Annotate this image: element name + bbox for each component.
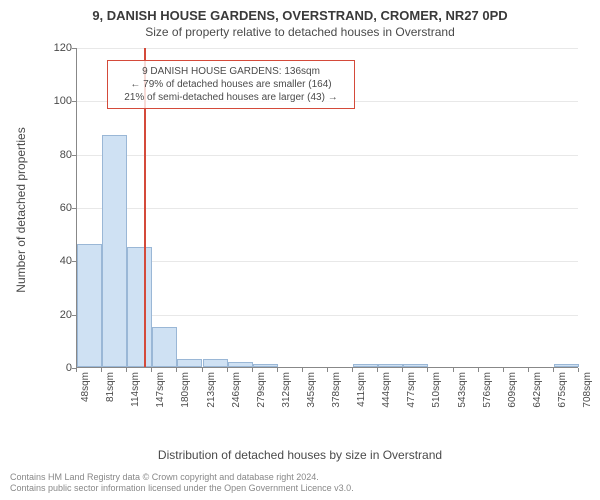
x-tick-mark bbox=[453, 368, 454, 372]
y-tick-mark bbox=[72, 155, 76, 156]
y-tick-label: 100 bbox=[42, 95, 72, 107]
histogram-bar bbox=[554, 364, 579, 367]
x-axis-label: Distribution of detached houses by size … bbox=[0, 448, 600, 462]
x-tick-label: 279sqm bbox=[256, 372, 267, 408]
y-tick-mark bbox=[72, 208, 76, 209]
x-tick-label: 246sqm bbox=[231, 372, 242, 408]
x-tick-label: 642sqm bbox=[532, 372, 543, 408]
x-tick-label: 81sqm bbox=[105, 372, 116, 402]
plot-wrap: 9 DANISH HOUSE GARDENS: 136sqm ← 79% of … bbox=[58, 48, 578, 398]
histogram-bar bbox=[77, 244, 102, 367]
x-tick-label: 510sqm bbox=[431, 372, 442, 408]
x-tick-mark bbox=[553, 368, 554, 372]
x-tick-label: 147sqm bbox=[155, 372, 166, 408]
y-tick-label: 120 bbox=[42, 42, 72, 54]
x-tick-mark bbox=[377, 368, 378, 372]
x-tick-label: 312sqm bbox=[281, 372, 292, 408]
annotation-line-2: ← 79% of detached houses are smaller (16… bbox=[114, 78, 348, 91]
x-tick-mark bbox=[227, 368, 228, 372]
y-tick-label: 60 bbox=[42, 202, 72, 214]
x-tick-label: 708sqm bbox=[582, 372, 593, 408]
gridline bbox=[77, 208, 578, 209]
y-tick-label: 80 bbox=[42, 149, 72, 161]
page-subtitle: Size of property relative to detached ho… bbox=[0, 23, 600, 41]
x-tick-label: 345sqm bbox=[306, 372, 317, 408]
x-tick-mark bbox=[126, 368, 127, 372]
histogram-bar bbox=[127, 247, 152, 367]
histogram-bar bbox=[177, 359, 202, 367]
x-tick-mark bbox=[503, 368, 504, 372]
gridline bbox=[77, 155, 578, 156]
x-tick-label: 378sqm bbox=[331, 372, 342, 408]
x-tick-mark bbox=[252, 368, 253, 372]
x-tick-label: 543sqm bbox=[457, 372, 468, 408]
histogram-bar bbox=[203, 359, 228, 367]
x-tick-mark bbox=[176, 368, 177, 372]
footer-line-2: Contains public sector information licen… bbox=[10, 483, 354, 494]
x-tick-mark bbox=[528, 368, 529, 372]
chart-container: { "title": "9, DANISH HOUSE GARDENS, OVE… bbox=[0, 0, 600, 500]
x-tick-mark bbox=[327, 368, 328, 372]
x-tick-label: 213sqm bbox=[206, 372, 217, 408]
histogram-bar bbox=[353, 364, 378, 367]
x-tick-mark bbox=[352, 368, 353, 372]
y-tick-mark bbox=[72, 315, 76, 316]
histogram-bar bbox=[253, 364, 278, 367]
x-tick-label: 180sqm bbox=[180, 372, 191, 408]
x-tick-label: 675sqm bbox=[557, 372, 568, 408]
x-tick-mark bbox=[402, 368, 403, 372]
annotation-line-3: 21% of semi-detached houses are larger (… bbox=[114, 91, 348, 104]
histogram-bar bbox=[152, 327, 177, 367]
x-tick-mark bbox=[478, 368, 479, 372]
histogram-bar bbox=[378, 364, 403, 367]
y-tick-mark bbox=[72, 261, 76, 262]
page-title: 9, DANISH HOUSE GARDENS, OVERSTRAND, CRO… bbox=[0, 0, 600, 23]
y-axis-label: Number of detached properties bbox=[14, 127, 28, 292]
x-tick-label: 48sqm bbox=[80, 372, 91, 402]
x-tick-label: 114sqm bbox=[130, 372, 141, 407]
y-tick-mark bbox=[72, 101, 76, 102]
histogram-bar bbox=[228, 362, 253, 367]
x-tick-mark bbox=[76, 368, 77, 372]
x-tick-label: 576sqm bbox=[482, 372, 493, 408]
annotation-line-1: 9 DANISH HOUSE GARDENS: 136sqm bbox=[114, 65, 348, 78]
x-tick-label: 477sqm bbox=[406, 372, 417, 408]
x-tick-label: 444sqm bbox=[381, 372, 392, 408]
histogram-bar bbox=[102, 135, 127, 367]
x-tick-label: 609sqm bbox=[507, 372, 518, 408]
x-tick-mark bbox=[151, 368, 152, 372]
plot-area: 9 DANISH HOUSE GARDENS: 136sqm ← 79% of … bbox=[76, 48, 578, 368]
x-tick-mark bbox=[101, 368, 102, 372]
histogram-bar bbox=[403, 364, 428, 367]
gridline bbox=[77, 48, 578, 49]
x-tick-mark bbox=[202, 368, 203, 372]
footer-attribution: Contains HM Land Registry data © Crown c… bbox=[10, 472, 354, 494]
x-tick-mark bbox=[277, 368, 278, 372]
y-tick-label: 20 bbox=[42, 309, 72, 321]
x-tick-mark bbox=[427, 368, 428, 372]
x-tick-mark bbox=[578, 368, 579, 372]
y-tick-mark bbox=[72, 48, 76, 49]
y-tick-label: 0 bbox=[42, 362, 72, 374]
footer-line-1: Contains HM Land Registry data © Crown c… bbox=[10, 472, 354, 483]
x-tick-label: 411sqm bbox=[356, 372, 367, 407]
annotation-box: 9 DANISH HOUSE GARDENS: 136sqm ← 79% of … bbox=[107, 60, 355, 109]
y-tick-label: 40 bbox=[42, 255, 72, 267]
x-tick-mark bbox=[302, 368, 303, 372]
